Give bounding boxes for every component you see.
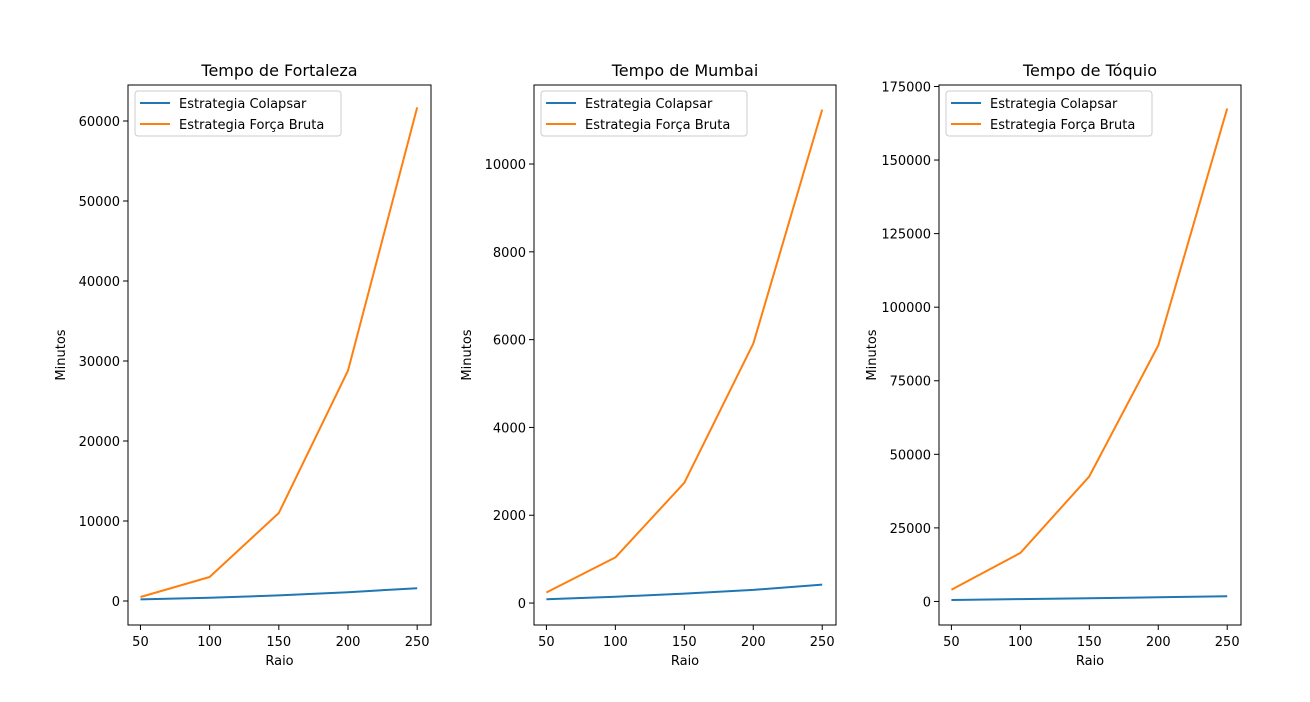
- series-line-1: [546, 583, 823, 601]
- series-line-2: [140, 107, 419, 598]
- legend: Estrategia Colapsar Estrategia Força Brut…: [540, 90, 748, 137]
- legend-box: [945, 90, 1153, 137]
- y-tick-label: 75000: [890, 375, 931, 390]
- x-axis-label: Raio: [265, 654, 293, 669]
- plot-area: [938, 84, 1242, 626]
- legend: Estrategia Colapsar Estrategia Força Brut…: [134, 90, 342, 137]
- series-line-2: [950, 108, 1229, 591]
- subplot-3: 50 100 150 200 250 0 25000 50000 75000 100000 1250…: [865, 61, 1242, 669]
- series-line-2: [545, 109, 824, 594]
- x-axis-label: Raio: [1076, 654, 1104, 669]
- x-tick-label: 50: [132, 635, 149, 650]
- legend-box: [540, 90, 748, 137]
- x-tick-label: 100: [197, 635, 222, 650]
- y-tick-label: 2000: [493, 509, 526, 524]
- x-tick-label: 250: [810, 635, 835, 650]
- x-tick-label: 50: [538, 635, 555, 650]
- x-tick-label: 200: [1146, 635, 1171, 650]
- y-tick-label: 8000: [493, 246, 526, 261]
- x-tick-label: 150: [266, 635, 291, 650]
- x-tick-label: 50: [943, 635, 960, 650]
- x-tick-label: 200: [741, 635, 766, 650]
- x-tick-label: 150: [672, 635, 697, 650]
- y-tick-label: 0: [923, 595, 931, 610]
- x-tick-label: 150: [1077, 635, 1102, 650]
- x-tick-label: 200: [336, 635, 361, 650]
- y-tick-label: 50000: [79, 195, 120, 210]
- legend-label-2: Estrategia Força Bruta: [179, 118, 324, 133]
- series-line-1: [140, 587, 418, 601]
- y-tick-label: 25000: [890, 522, 931, 537]
- y-tick-label: 0: [518, 597, 526, 612]
- y-tick-label: 100000: [881, 301, 931, 316]
- y-tick-label: 10000: [485, 158, 526, 173]
- y-axis-label: Minutos: [54, 329, 69, 380]
- y-tick-label: 50000: [890, 448, 931, 463]
- legend-box: [134, 90, 342, 137]
- series-line-1: [951, 595, 1228, 601]
- plot-area: [533, 84, 837, 626]
- chart-title: Tempo de Mumbai: [611, 61, 759, 80]
- y-tick-label: 6000: [493, 334, 526, 349]
- chart-title: Tempo de Fortaleza: [200, 61, 357, 80]
- y-tick-label: 150000: [881, 154, 931, 169]
- legend-label-1: Estrategia Colapsar: [990, 97, 1118, 112]
- subplot-1: 50 100 150 200 250 0 10000 20000 30000 40000 50000…: [54, 61, 432, 669]
- y-axis-label: Minutos: [460, 329, 475, 380]
- y-tick-label: 40000: [79, 275, 120, 290]
- y-tick-label: 125000: [881, 228, 931, 243]
- y-tick-label: 0: [112, 595, 120, 610]
- chart-title: Tempo de Tóquio: [1022, 61, 1157, 80]
- legend-label-1: Estrategia Colapsar: [179, 97, 307, 112]
- y-axis-label: Minutos: [865, 329, 880, 380]
- x-tick-label: 250: [1215, 635, 1240, 650]
- plot-area: [127, 84, 432, 626]
- legend-label-2: Estrategia Força Bruta: [990, 118, 1135, 133]
- x-tick-label: 250: [405, 635, 430, 650]
- x-tick-label: 100: [1008, 635, 1033, 650]
- subplot-2: 50 100 150 200 250 0 2000 4000 6000 8000 10000 Temp…: [460, 61, 837, 669]
- y-tick-label: 30000: [79, 355, 120, 370]
- y-tick-label: 10000: [79, 515, 120, 530]
- y-tick-label: 175000: [881, 80, 931, 95]
- y-tick-label: 60000: [79, 115, 120, 130]
- legend: Estrategia Colapsar Estrategia Força Brut…: [945, 90, 1153, 137]
- x-axis-label: Raio: [671, 654, 699, 669]
- y-tick-label: 4000: [493, 421, 526, 436]
- y-tick-label: 20000: [79, 435, 120, 450]
- x-tick-label: 100: [603, 635, 628, 650]
- legend-label-2: Estrategia Força Bruta: [585, 118, 730, 133]
- legend-label-1: Estrategia Colapsar: [585, 97, 713, 112]
